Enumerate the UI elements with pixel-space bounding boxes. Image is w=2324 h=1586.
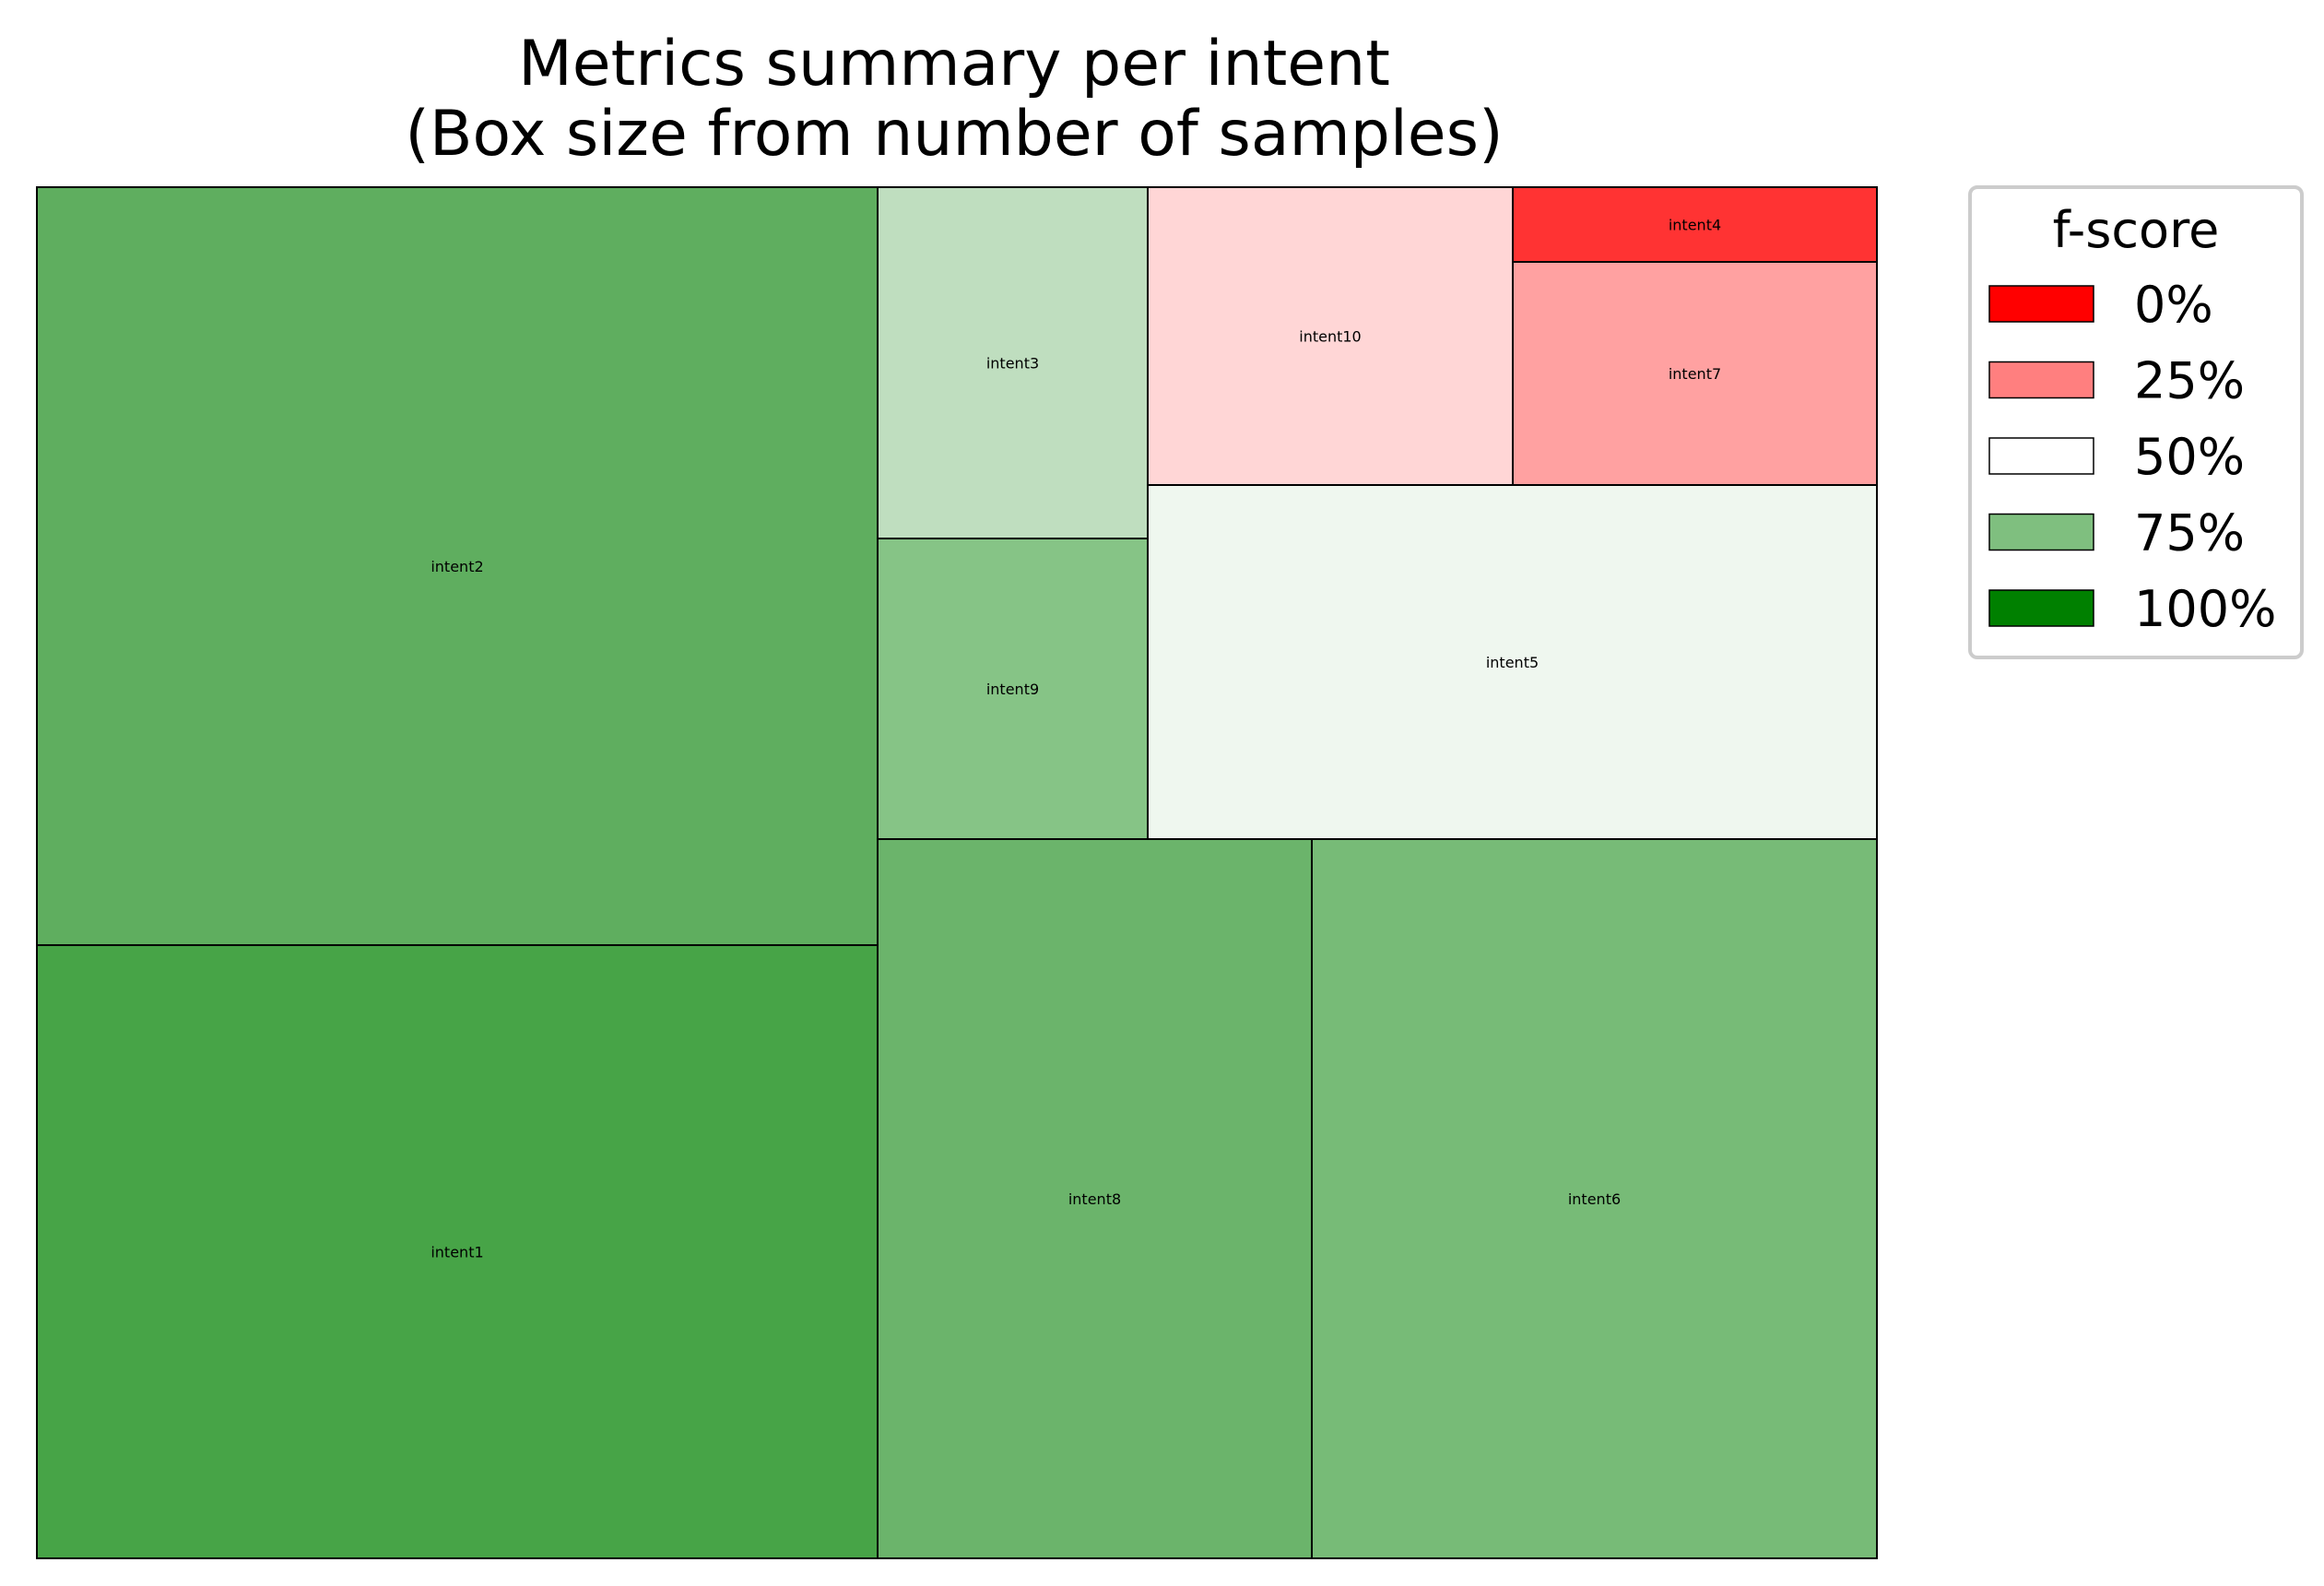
treemap-box-label: intent6 bbox=[1568, 1190, 1621, 1208]
legend: f-score 0% 25% 50% 75% 100% bbox=[1968, 185, 2304, 659]
treemap-box-intent3: intent3 bbox=[877, 186, 1149, 539]
treemap-box-intent1: intent1 bbox=[36, 944, 879, 1559]
treemap-box-label: intent9 bbox=[986, 681, 1039, 698]
treemap-box-intent8: intent8 bbox=[877, 838, 1313, 1559]
legend-entry: 50% bbox=[1988, 428, 2245, 486]
legend-swatch bbox=[1988, 513, 2094, 551]
chart-subtitle-line: (Box size from number of samples) bbox=[405, 98, 1503, 171]
treemap-box-label: intent10 bbox=[1299, 328, 1361, 346]
treemap-box-label: intent5 bbox=[1486, 654, 1539, 671]
treemap-box-label: intent4 bbox=[1669, 217, 1721, 234]
legend-label: 75% bbox=[2134, 504, 2245, 562]
treemap-rect bbox=[1147, 484, 1878, 840]
treemap-box-label: intent7 bbox=[1669, 365, 1721, 383]
legend-entry: 100% bbox=[1988, 580, 2276, 638]
treemap-rect bbox=[1512, 186, 1878, 263]
treemap-boxes: intent2 intent1 intent3 intent9 intent10 inte… bbox=[36, 186, 1878, 1559]
legend-label: 25% bbox=[2134, 352, 2245, 410]
treemap-box-label: intent2 bbox=[431, 558, 483, 575]
treemap-rect bbox=[36, 944, 879, 1559]
legend-swatch bbox=[1988, 589, 2094, 627]
legend-entry: 0% bbox=[1988, 276, 2213, 334]
legend-swatch bbox=[1988, 361, 2094, 399]
legend-label: 50% bbox=[2134, 428, 2245, 486]
treemap-box-intent4: intent4 bbox=[1512, 186, 1878, 263]
treemap-rect bbox=[1512, 261, 1878, 486]
treemap-box-label: intent3 bbox=[986, 355, 1039, 373]
treemap-box-label: intent8 bbox=[1068, 1190, 1121, 1208]
legend-entry: 25% bbox=[1988, 352, 2245, 410]
legend-swatch bbox=[1988, 285, 2094, 323]
chart-title-line: Metrics summary per intent bbox=[518, 28, 1390, 101]
treemap-rect bbox=[1311, 838, 1878, 1559]
treemap-rect bbox=[1147, 186, 1514, 486]
chart-title: Metrics summary per intent (Box size fro… bbox=[405, 28, 1503, 171]
treemap-rect bbox=[877, 538, 1149, 840]
treemap-box-intent10: intent10 bbox=[1147, 186, 1514, 486]
treemap-box-intent5: intent5 bbox=[1147, 484, 1878, 840]
treemap-rect bbox=[36, 186, 879, 946]
treemap-rect bbox=[877, 186, 1149, 539]
legend-swatch bbox=[1988, 437, 2094, 475]
treemap-box-label: intent1 bbox=[431, 1244, 483, 1261]
treemap-box-intent6: intent6 bbox=[1311, 838, 1878, 1559]
treemap-box-intent2: intent2 bbox=[36, 186, 879, 946]
legend-entry: 75% bbox=[1988, 504, 2245, 562]
treemap-rect bbox=[877, 838, 1313, 1559]
legend-label: 100% bbox=[2134, 580, 2276, 638]
legend-title: f-score bbox=[2053, 201, 2220, 259]
treemap-box-intent7: intent7 bbox=[1512, 261, 1878, 486]
legend-label: 0% bbox=[2134, 276, 2213, 334]
treemap-box-intent9: intent9 bbox=[877, 538, 1149, 840]
